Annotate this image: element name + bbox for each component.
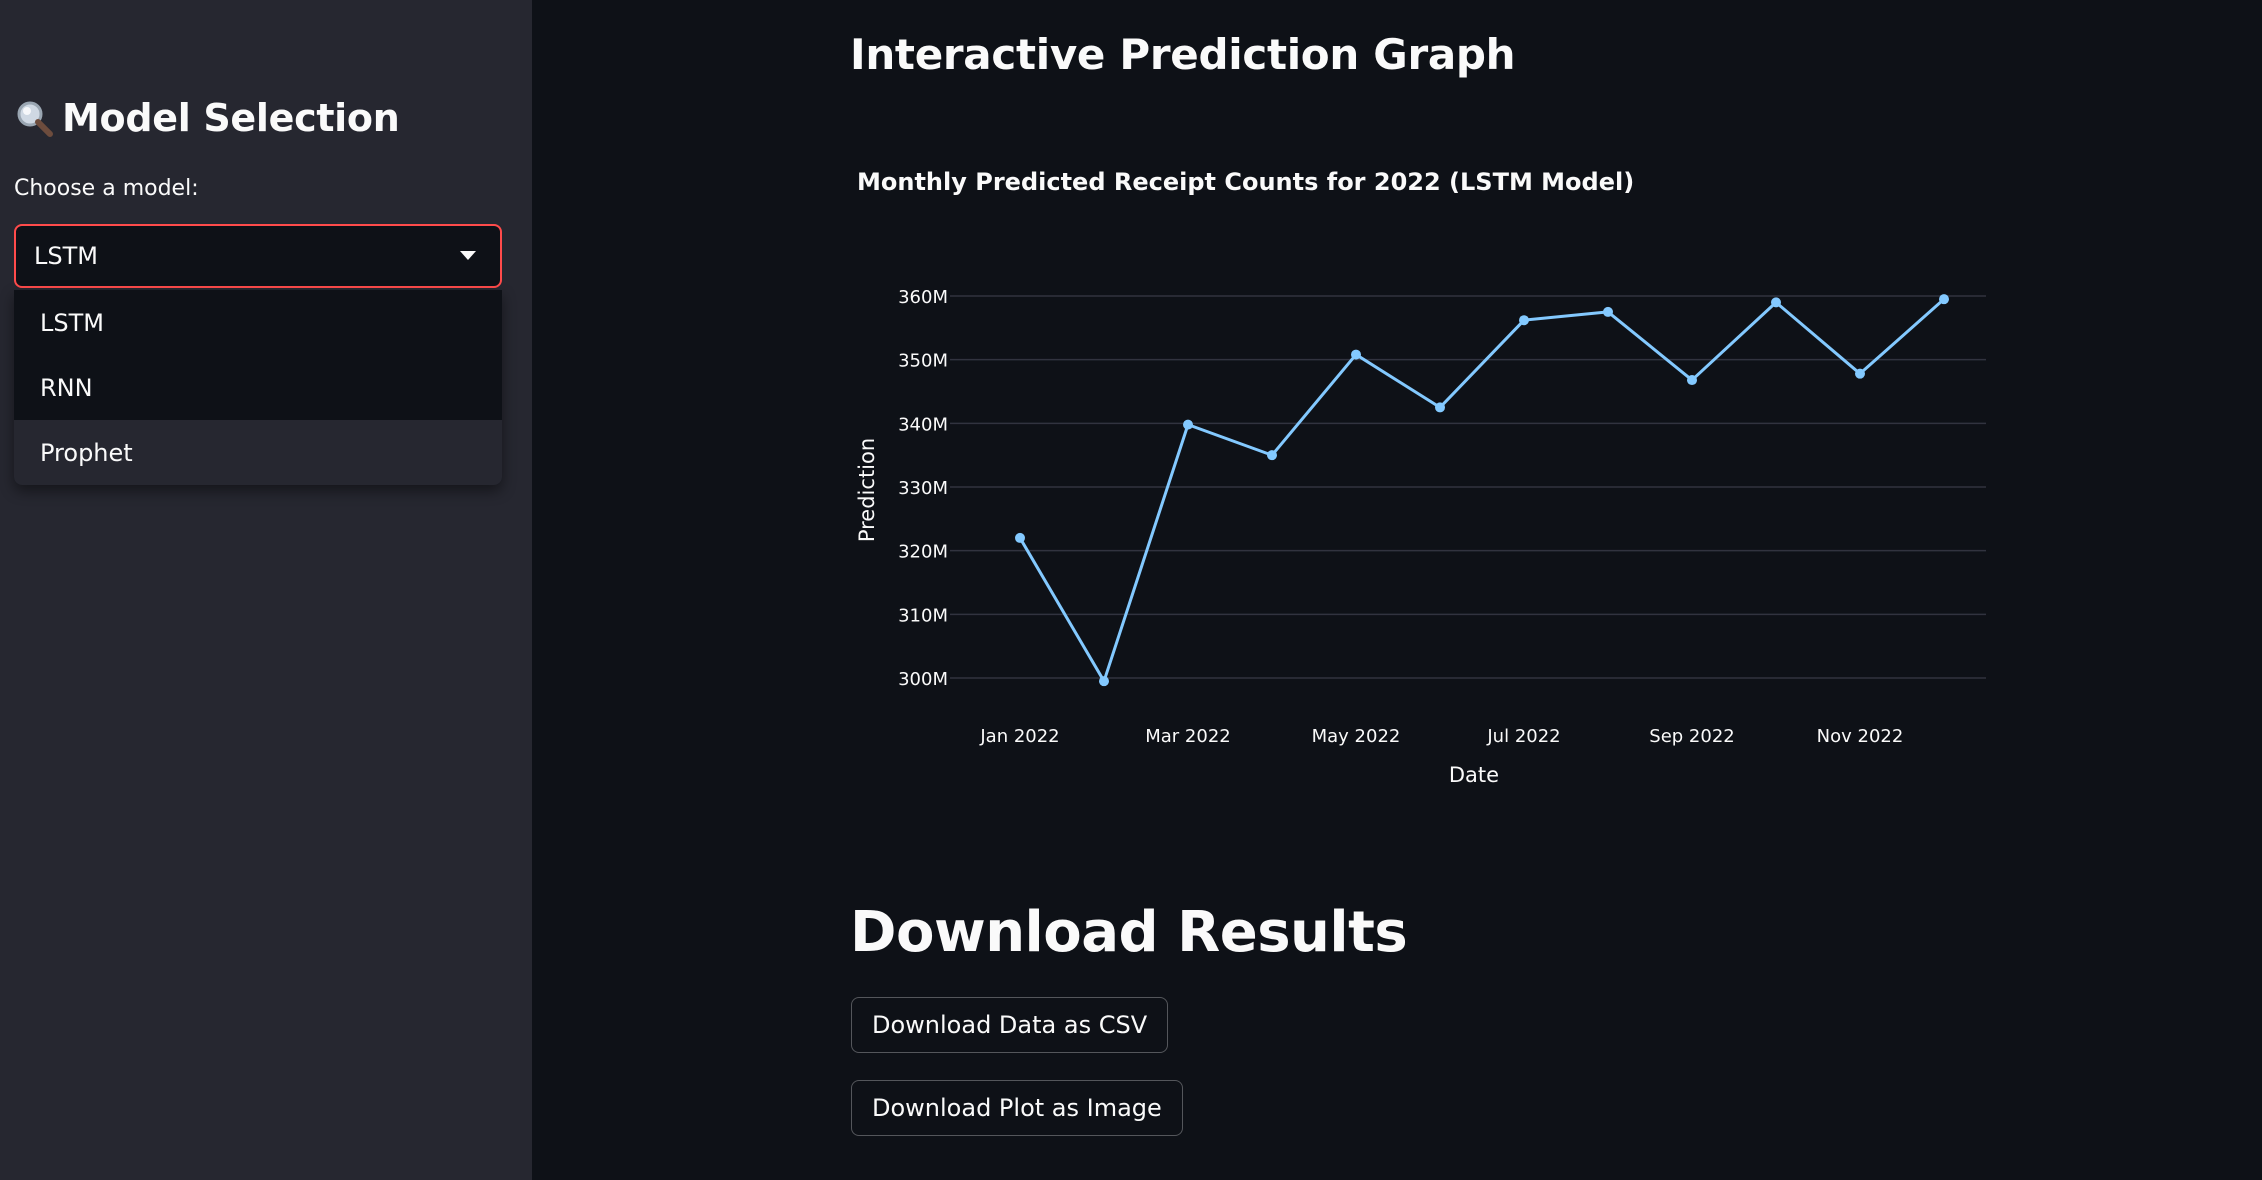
y-axis-label: Prediction (855, 438, 879, 542)
x-axis-ticks: Jan 2022 Mar 2022 May 2022 Jul 2022 Sep 2022… (979, 726, 1903, 747)
x-tick-label: May 2022 (1312, 726, 1401, 747)
dropdown-option-lstm[interactable]: LSTM (14, 290, 502, 355)
select-label: Choose a model: (14, 176, 199, 201)
x-tick-label: Jan 2022 (979, 726, 1059, 747)
download-section-title: Download Results (850, 900, 1408, 965)
prediction-chart[interactable]: Monthly Predicted Receipt Counts for 202… (850, 150, 2010, 810)
data-point[interactable] (1603, 306, 1613, 317)
data-point[interactable] (1351, 349, 1361, 360)
download-csv-button[interactable]: Download Data as CSV (851, 997, 1169, 1053)
chevron-down-icon (460, 251, 476, 260)
x-tick-label: Jul 2022 (1486, 726, 1560, 747)
y-tick-label: 300M (898, 669, 948, 690)
data-point[interactable] (1519, 315, 1529, 326)
chart-title: Monthly Predicted Receipt Counts for 202… (857, 168, 1634, 196)
data-point[interactable] (1771, 297, 1781, 308)
magnifier-icon (14, 98, 54, 138)
sidebar: Model Selection Choose a model: LSTM LST… (0, 0, 532, 1180)
data-point[interactable] (1855, 368, 1865, 379)
y-tick-label: 340M (898, 414, 948, 435)
y-tick-label: 310M (898, 605, 948, 626)
dropdown-option-label: LSTM (40, 308, 104, 337)
data-point[interactable] (1099, 676, 1109, 687)
y-tick-label: 350M (898, 351, 948, 372)
sidebar-header: Model Selection (14, 96, 400, 140)
x-tick-label: Sep 2022 (1649, 726, 1734, 747)
chart-gridlines (950, 295, 1986, 679)
data-point[interactable] (1435, 402, 1445, 413)
model-select[interactable]: LSTM (14, 224, 502, 288)
y-tick-label: 360M (898, 287, 948, 308)
data-point[interactable] (1267, 450, 1277, 461)
dropdown-option-prophet[interactable]: Prophet (14, 420, 502, 485)
data-point[interactable] (1015, 532, 1025, 543)
data-point[interactable] (1939, 294, 1949, 305)
x-axis-label: Date (1449, 763, 1499, 787)
data-point[interactable] (1183, 419, 1193, 430)
model-dropdown: LSTM RNN Prophet (14, 290, 502, 485)
dropdown-option-rnn[interactable]: RNN (14, 355, 502, 420)
sidebar-header-text: Model Selection (62, 96, 400, 140)
series-line (1018, 298, 1945, 683)
y-tick-label: 320M (898, 542, 948, 563)
dropdown-option-label: Prophet (40, 438, 133, 467)
chart-series (1015, 294, 1949, 687)
dropdown-option-label: RNN (40, 373, 93, 402)
model-select-value: LSTM (34, 242, 98, 270)
y-axis-ticks: 300M 310M 320M 330M 340M 350M 360M (898, 287, 948, 690)
download-image-button[interactable]: Download Plot as Image (851, 1080, 1183, 1136)
x-tick-label: Mar 2022 (1145, 726, 1231, 747)
x-tick-label: Nov 2022 (1817, 726, 1904, 747)
y-tick-label: 330M (898, 478, 948, 499)
page-title: Interactive Prediction Graph (850, 30, 1516, 79)
chart-svg: Monthly Predicted Receipt Counts for 202… (855, 168, 1986, 787)
data-point[interactable] (1687, 375, 1697, 386)
